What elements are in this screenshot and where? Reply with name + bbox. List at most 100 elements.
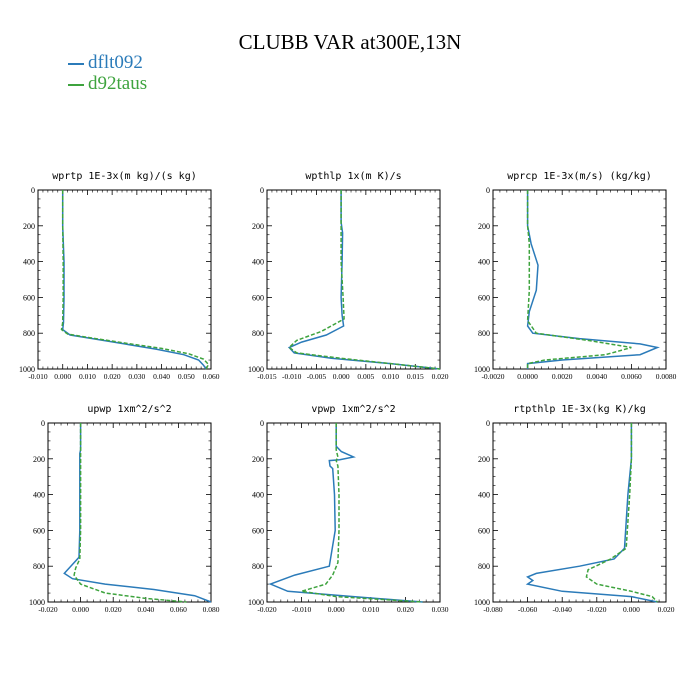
panel-3-ytick-label-0: 0 bbox=[486, 186, 490, 195]
panel-1-xtick-label-7: 0.060 bbox=[203, 372, 220, 381]
legend-entry-2: d92taus bbox=[68, 73, 147, 95]
panel-5-ytick-label-1: 200 bbox=[252, 455, 264, 464]
panel-4-xtick-label-2: 0.020 bbox=[105, 605, 122, 614]
panel-1-xtick-label-4: 0.030 bbox=[128, 372, 145, 381]
panel-5-xtick-label-4: 0.020 bbox=[397, 605, 414, 614]
panel-3-ytick-label-5: 1000 bbox=[474, 365, 490, 374]
panel-6-series-dflt092 bbox=[525, 423, 658, 603]
panel-6-xtick-label-2: -0.040 bbox=[553, 605, 573, 614]
panel-2-xtick-label-2: -0.005 bbox=[307, 372, 327, 381]
panel-6-xtick-label-5: 0.020 bbox=[658, 605, 675, 614]
panel-2-xtick-label-3: 0.000 bbox=[333, 372, 350, 381]
panel-1-xtick-label-5: 0.040 bbox=[153, 372, 170, 381]
panel-2-ytick-label-4: 800 bbox=[252, 329, 264, 338]
panel-2-xtick-label-1: -0.010 bbox=[282, 372, 302, 381]
panel-1-ytick-label-3: 600 bbox=[23, 293, 35, 302]
panel-4-ytick-label-0: 0 bbox=[41, 419, 45, 428]
panel-1-series-dflt092 bbox=[61, 190, 207, 370]
panel-4-title: upwp 1xm^2/s^2 bbox=[87, 404, 171, 415]
panel-5-xtick-label-1: -0.010 bbox=[292, 605, 312, 614]
panel-3-xtick-label-5: 0.0080 bbox=[656, 372, 677, 381]
legend-line-2-icon bbox=[68, 83, 84, 86]
panel-3-ytick-label-4: 800 bbox=[478, 329, 490, 338]
panel-2-xtick-label-6: 0.015 bbox=[407, 372, 424, 381]
panel-3-title: wprcp 1E-3x(m/s) (kg/kg) bbox=[507, 171, 652, 182]
panel-2-title: wpthlp 1x(m K)/s bbox=[305, 171, 401, 182]
panel-6-xtick-label-4: 0.000 bbox=[623, 605, 640, 614]
panel-2-xtick-label-4: 0.005 bbox=[357, 372, 374, 381]
panel-5-series-dflt092 bbox=[268, 423, 423, 603]
panel-6-ytick-label-5: 1000 bbox=[474, 598, 490, 607]
panel-1-xtick-label-0: -0.010 bbox=[28, 372, 48, 381]
panel-6-ytick-label-0: 0 bbox=[486, 419, 490, 428]
page-title: CLUBB VAR at300E,13N bbox=[238, 30, 462, 54]
panel-4-series-d92taus bbox=[73, 423, 187, 603]
panel-3-xtick-label-4: 0.0060 bbox=[621, 372, 642, 381]
panel-4-xtick-label-3: 0.040 bbox=[137, 605, 154, 614]
panel-4-series-dflt092 bbox=[63, 423, 212, 603]
panel-6-xtick-label-3: -0.020 bbox=[587, 605, 607, 614]
panel-5-ytick-label-5: 1000 bbox=[248, 598, 264, 607]
panel-5-xtick-label-3: 0.010 bbox=[362, 605, 379, 614]
panel-1-title: wprtp 1E-3x(m kg)/(s kg) bbox=[52, 171, 197, 182]
panel-6-ytick-label-2: 400 bbox=[478, 491, 490, 500]
panel-1-ytick-label-2: 400 bbox=[23, 258, 35, 267]
panel-2-ytick-label-1: 200 bbox=[252, 222, 264, 231]
panel-5-ytick-label-3: 600 bbox=[252, 526, 264, 535]
panel-1-xtick-label-3: 0.020 bbox=[104, 372, 121, 381]
panel-2-ytick-label-5: 1000 bbox=[248, 365, 264, 374]
panel-6-ytick-label-4: 800 bbox=[478, 562, 490, 571]
legend-line-1-icon bbox=[68, 62, 84, 65]
panel-2-ytick-label-0: 0 bbox=[260, 186, 264, 195]
panel-1-xtick-label-2: 0.010 bbox=[79, 372, 96, 381]
panel-4-xtick-label-4: 0.060 bbox=[170, 605, 187, 614]
panel-6-ytick-label-3: 600 bbox=[478, 526, 490, 535]
panel-3-xtick-label-1: 0.0000 bbox=[517, 372, 538, 381]
panel-2-frame bbox=[266, 189, 441, 370]
panel-3-frame bbox=[492, 189, 667, 370]
panel-4-ytick-label-1: 200 bbox=[33, 455, 45, 464]
panel-3-ytick-label-2: 400 bbox=[478, 258, 490, 267]
panel-3-series-dflt092 bbox=[526, 190, 660, 369]
panel-6-title: rtpthlp 1E-3x(kg K)/kg bbox=[513, 404, 645, 415]
panel-3-ytick-label-1: 200 bbox=[478, 222, 490, 231]
panel-6-series-d92taus bbox=[585, 423, 658, 603]
panel-6-xtick-label-1: -0.060 bbox=[518, 605, 538, 614]
panel-5-ytick-label-4: 800 bbox=[252, 562, 264, 571]
panel-4-xtick-label-5: 0.080 bbox=[203, 605, 220, 614]
panel-2-ytick-label-3: 600 bbox=[252, 293, 264, 302]
panel-5-ytick-label-2: 400 bbox=[252, 491, 264, 500]
panel-2-xtick-label-5: 0.010 bbox=[382, 372, 399, 381]
panel-5-xtick-label-2: 0.000 bbox=[328, 605, 345, 614]
legend-entry-1: dflt092 bbox=[68, 52, 143, 74]
panel-2-xtick-label-0: -0.015 bbox=[257, 372, 277, 381]
panel-5-title: vpwp 1xm^2/s^2 bbox=[311, 404, 395, 415]
panel-2-xtick-label-7: 0.020 bbox=[432, 372, 449, 381]
panel-5-xtick-label-5: 0.030 bbox=[432, 605, 449, 614]
panel-4-xtick-label-0: -0.020 bbox=[38, 605, 58, 614]
panel-2-series-d92taus bbox=[288, 190, 441, 370]
panel-2-ytick-label-2: 400 bbox=[252, 258, 264, 267]
panel-3-xtick-label-2: 0.0020 bbox=[552, 372, 573, 381]
panel-4-ytick-label-3: 600 bbox=[33, 526, 45, 535]
panel-1-ytick-label-1: 200 bbox=[23, 222, 35, 231]
panel-1-xtick-label-6: 0.050 bbox=[178, 372, 195, 381]
panel-2-series-dflt092 bbox=[287, 190, 441, 370]
panel-1-series-d92taus bbox=[60, 190, 210, 370]
panel-5-ytick-label-0: 0 bbox=[260, 419, 264, 428]
panel-4-xtick-label-1: 0.000 bbox=[72, 605, 89, 614]
panel-1-ytick-label-0: 0 bbox=[31, 186, 35, 195]
panel-3-ytick-label-3: 600 bbox=[478, 293, 490, 302]
panel-6-ytick-label-1: 200 bbox=[478, 455, 490, 464]
legend-label-2: d92taus bbox=[88, 73, 148, 94]
panel-1-ytick-label-5: 1000 bbox=[19, 365, 35, 374]
legend-label-1: dflt092 bbox=[88, 52, 143, 73]
panel-5-xtick-label-0: -0.020 bbox=[257, 605, 277, 614]
panel-4-ytick-label-5: 1000 bbox=[29, 598, 45, 607]
panel-1-xtick-label-1: 0.000 bbox=[54, 372, 71, 381]
panel-6-xtick-label-0: -0.080 bbox=[483, 605, 503, 614]
panel-6-frame bbox=[492, 422, 667, 603]
panel-4-frame bbox=[47, 422, 212, 603]
panel-4-ytick-label-4: 800 bbox=[33, 562, 45, 571]
